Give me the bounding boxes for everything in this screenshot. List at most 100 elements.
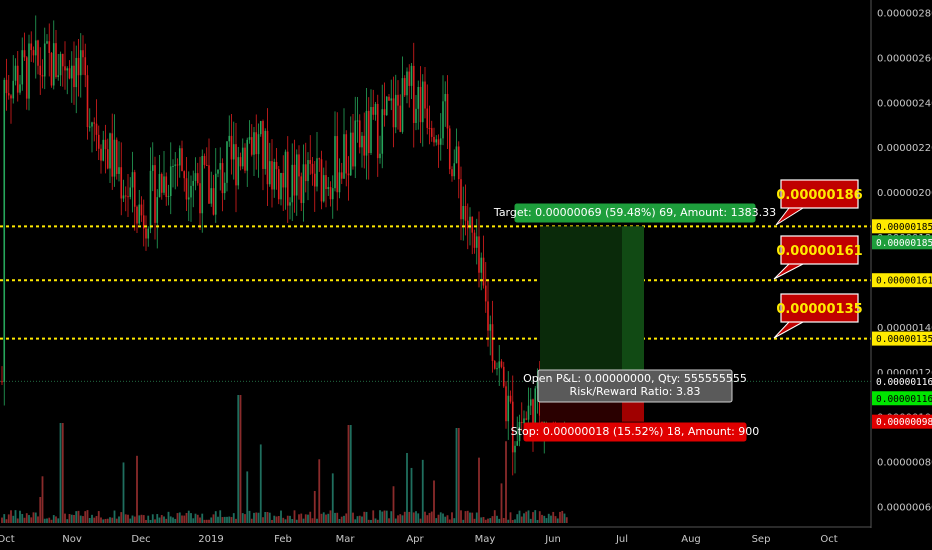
volume-bar <box>516 514 519 523</box>
candle-down-body <box>199 183 201 214</box>
price-callouts[interactable]: 0.00000186 0.00000161 0.00000135 <box>773 179 863 339</box>
price-axis-tick: 0.00000080 <box>877 458 932 469</box>
candle-down-body <box>329 187 332 200</box>
candle-down-body <box>336 136 339 193</box>
time-axis-tick: Nov <box>62 534 82 545</box>
candle-up-body <box>178 148 181 166</box>
candle-up-body <box>444 93 447 102</box>
volume-bar <box>113 510 116 523</box>
candle-up-body <box>138 204 141 224</box>
candle-down-body <box>77 57 80 76</box>
volume-bar <box>232 513 235 523</box>
candle-down-body <box>203 156 206 165</box>
candle-down-body <box>181 148 183 172</box>
volume-bar <box>174 518 177 523</box>
candle-down-body <box>408 71 411 86</box>
candle-down-body <box>493 361 496 369</box>
volume-bar <box>390 511 393 523</box>
candle-up-body <box>88 126 91 128</box>
candle-down-body <box>235 144 237 186</box>
volume-bar <box>129 518 132 523</box>
volume-bar <box>448 519 451 523</box>
volume-bar <box>183 515 186 523</box>
candle-down-body <box>32 50 35 56</box>
volume-bar <box>361 516 363 523</box>
candle-up-body <box>534 388 537 441</box>
candle-down-body <box>478 236 480 273</box>
long-position-tool[interactable]: Target: 0.00000069 (59.48%) 69, Amount: … <box>493 203 776 442</box>
candle-down-body <box>482 257 485 286</box>
candle-down-body <box>446 93 449 129</box>
time-axis-tick: Aug <box>681 534 701 545</box>
time-axis[interactable]: Oct Nov Dec 2019 Feb Mar Apr May Jun Jul Aug Sep Oct <box>0 526 871 545</box>
volume-bar <box>552 511 555 523</box>
price-callout[interactable]: 0.00000186 <box>775 179 863 226</box>
time-axis-tick: Jul <box>615 534 628 545</box>
candle-down-body <box>424 81 426 109</box>
volume-bar <box>410 467 413 523</box>
volume-bar <box>309 511 312 523</box>
volume-bar <box>95 516 98 523</box>
volume-bar <box>221 517 224 523</box>
volume-bar <box>498 518 501 523</box>
volume-bar <box>372 510 375 523</box>
volume-bar <box>271 519 273 523</box>
volume-bar <box>205 519 208 523</box>
candle-up-body <box>390 98 393 101</box>
volume-bar <box>471 512 474 523</box>
candle-down-body <box>282 172 285 188</box>
candle-up-body <box>401 78 404 132</box>
candle-down-body <box>208 165 210 204</box>
candle-down-body <box>176 164 179 166</box>
candle-down-body <box>185 178 188 200</box>
volume-bar <box>228 516 231 523</box>
candle-up-body <box>43 43 46 77</box>
price-axis[interactable]: 0.000000600.000000800.000001000.00000120… <box>870 0 932 528</box>
candle-down-body <box>491 324 494 362</box>
candle-up-body <box>264 130 267 169</box>
volume-bar <box>246 471 249 523</box>
volume-bar <box>66 519 69 523</box>
candle-up-body <box>370 107 372 153</box>
candle-up-body <box>280 172 282 200</box>
candle-up-body <box>489 324 492 331</box>
candle-down-body <box>221 163 224 194</box>
target-label[interactable]: Target: 0.00000069 (59.48%) 69, Amount: … <box>493 203 776 223</box>
candle-down-body <box>293 164 296 196</box>
volume-bar <box>30 517 33 523</box>
candle-down-body <box>7 93 10 96</box>
candle-down-body <box>100 148 102 161</box>
candle-up-body <box>228 135 231 142</box>
candle-up-body <box>374 103 377 115</box>
pnl-label[interactable]: Open P&L: 0.00000000, Qty: 555555555Risk… <box>523 369 747 403</box>
horizontal-levels[interactable] <box>0 225 871 382</box>
volume-bar <box>397 515 399 523</box>
candle-down-body <box>511 401 514 453</box>
candle-down-body <box>298 154 300 177</box>
candle-down-body <box>95 123 98 135</box>
candle-down-body <box>383 109 386 116</box>
time-axis-tick: May <box>475 534 496 545</box>
volume-bar <box>358 515 361 523</box>
price-tag <box>872 414 932 429</box>
stop-label[interactable]: Stop: 0.00000018 (15.52%) 18, Amount: 90… <box>511 422 760 442</box>
price-callout[interactable]: 0.00000135 <box>773 293 863 339</box>
volume-bar <box>136 455 138 523</box>
candle-up-body <box>34 40 37 56</box>
candle-down-body <box>464 205 467 221</box>
candle-down-body <box>239 157 242 167</box>
volume-bar <box>61 423 64 523</box>
volume-bar <box>250 518 253 523</box>
volume-bar <box>169 516 172 523</box>
candle-down-body <box>502 366 505 387</box>
price-tags: 0.00000185 0.00000185 0.00000161 0.00000135… <box>872 219 932 429</box>
price-callout[interactable]: 0.00000161 <box>773 235 863 280</box>
candle-up-body <box>421 81 424 123</box>
candle-up-body <box>406 71 408 96</box>
volume-bar <box>365 511 368 523</box>
candle-up-body <box>295 154 298 196</box>
volume-bar <box>138 515 141 523</box>
candle-up-body <box>122 195 125 199</box>
candle-up-body <box>129 187 132 197</box>
